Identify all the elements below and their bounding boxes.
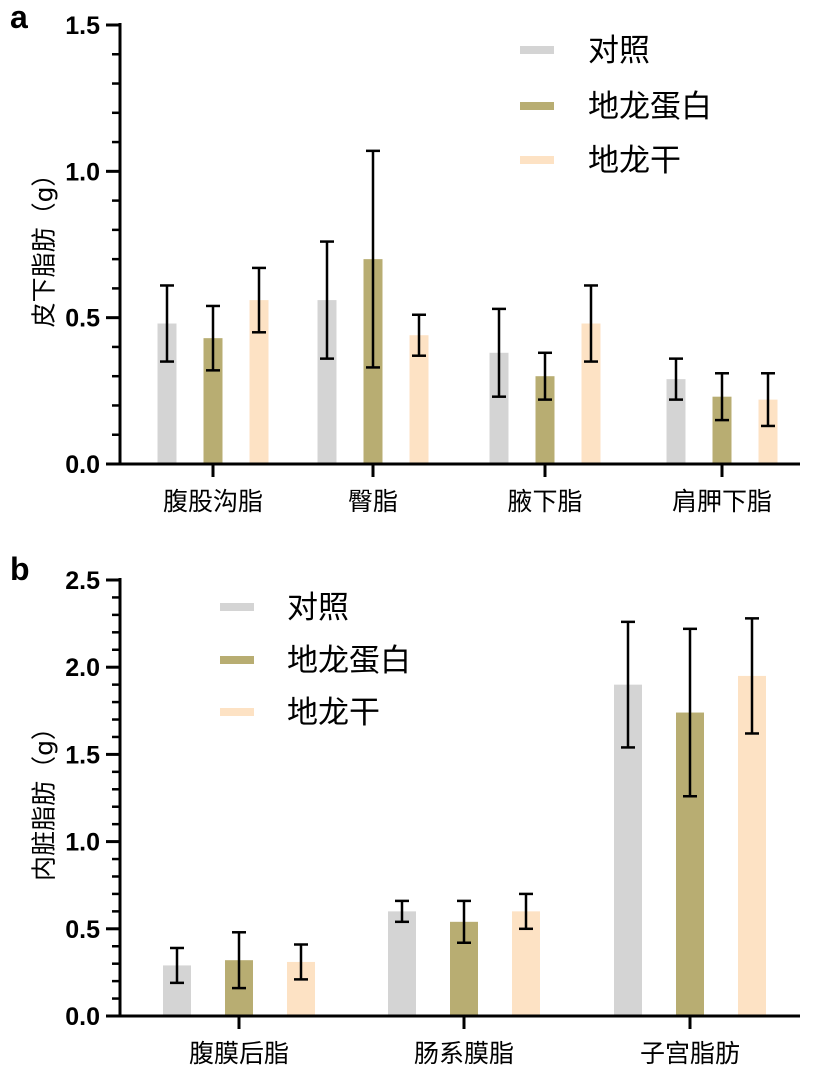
error-bar-1-1 (170, 946, 184, 985)
y-tick-label: 1.5 (65, 12, 100, 40)
legend-label-3: 地龙干 (287, 695, 380, 731)
error-bar-3-3 (745, 617, 759, 735)
error-bar-1-2 (395, 899, 409, 924)
panel-b-letter: b (10, 551, 30, 587)
error-bar-2-3 (683, 627, 697, 798)
bar-1-3 (489, 352, 509, 464)
error-bar-2-2 (366, 149, 380, 369)
chart-a: 0.0 0.5 1.0 1.5 腹股沟脂 臀脂 腋下脂 肩胛下脂 皮下脂肪（g） 对照地龙蛋白地龙… (30, 12, 800, 516)
y-tick-label: 0.0 (65, 1003, 100, 1031)
x-category-label: 肩胛下脂 (672, 487, 772, 516)
bar-3-4 (758, 399, 778, 464)
error-bar-3-3 (584, 284, 598, 363)
y-tick-label: 0.5 (65, 305, 100, 333)
error-bar-1-1 (160, 284, 174, 363)
y-axis-title: 皮下脂肪（g） (30, 162, 59, 328)
error-bar-2-2 (457, 899, 471, 945)
error-bar-3-2 (412, 313, 426, 357)
x-category-label: 臀脂 (348, 487, 398, 516)
bar-2-4 (712, 396, 732, 464)
legend-label-1: 对照 (588, 33, 650, 69)
panel-a-letter: a (10, 0, 28, 35)
legend-swatch-2 (220, 656, 254, 664)
y-tick-label: 0.5 (65, 916, 100, 944)
y-axis-title: 内脏脂肪（g） (30, 715, 59, 881)
x-category-label: 腋下脂 (507, 487, 582, 516)
bar-1-2 (317, 300, 337, 464)
error-bar-1-3 (492, 307, 506, 398)
legend-label-2: 地龙蛋白 (287, 643, 411, 679)
x-category-label: 腹股沟脂 (163, 487, 263, 516)
bar-1-1 (157, 323, 177, 464)
error-bar-1-3 (621, 620, 635, 749)
bar-2-3 (535, 376, 555, 464)
error-bar-2-1 (232, 931, 246, 990)
bar-3-2 (409, 335, 429, 464)
error-bar-1-2 (320, 240, 334, 360)
bar-3-1 (249, 300, 269, 464)
x-category-label: 子宫脂肪 (640, 1039, 740, 1068)
error-bar-2-3 (538, 351, 552, 401)
y-tick-label: 1.0 (65, 829, 100, 857)
legend-label-3: 地龙干 (588, 143, 681, 179)
legend-swatch-3 (520, 156, 554, 164)
legend-swatch-3 (220, 708, 254, 716)
error-bar-3-2 (519, 892, 533, 931)
legend-swatch-1 (220, 603, 254, 611)
y-tick-label: 2.5 (65, 567, 100, 595)
bar-3-3 (581, 323, 601, 464)
y-tick-label: 2.0 (65, 654, 100, 682)
legend-swatch-2 (520, 102, 554, 110)
y-tick-label: 1.0 (65, 158, 100, 186)
bar-1-2 (388, 911, 416, 1016)
error-bar-3-4 (761, 372, 775, 428)
error-bar-3-1 (294, 943, 308, 981)
error-bar-2-1 (206, 304, 220, 372)
legend-label-2: 地龙蛋白 (588, 89, 712, 125)
legend-label-1: 对照 (287, 590, 349, 626)
error-bar-3-1 (252, 266, 266, 334)
legend-swatch-1 (520, 46, 554, 54)
error-bar-1-4 (669, 357, 683, 401)
y-tick-label: 1.5 (65, 741, 100, 769)
y-tick-label: 0.0 (65, 451, 100, 479)
chart-b: 0.0 0.5 1.0 1.5 2.0 2.5 腹膜后脂 肠系膜脂 子宫脂肪 内脏脂肪（g） 对照地… (30, 567, 800, 1068)
error-bar-2-4 (715, 372, 729, 422)
x-category-label: 肠系膜脂 (414, 1039, 514, 1068)
x-category-label: 腹膜后脂 (189, 1039, 289, 1068)
